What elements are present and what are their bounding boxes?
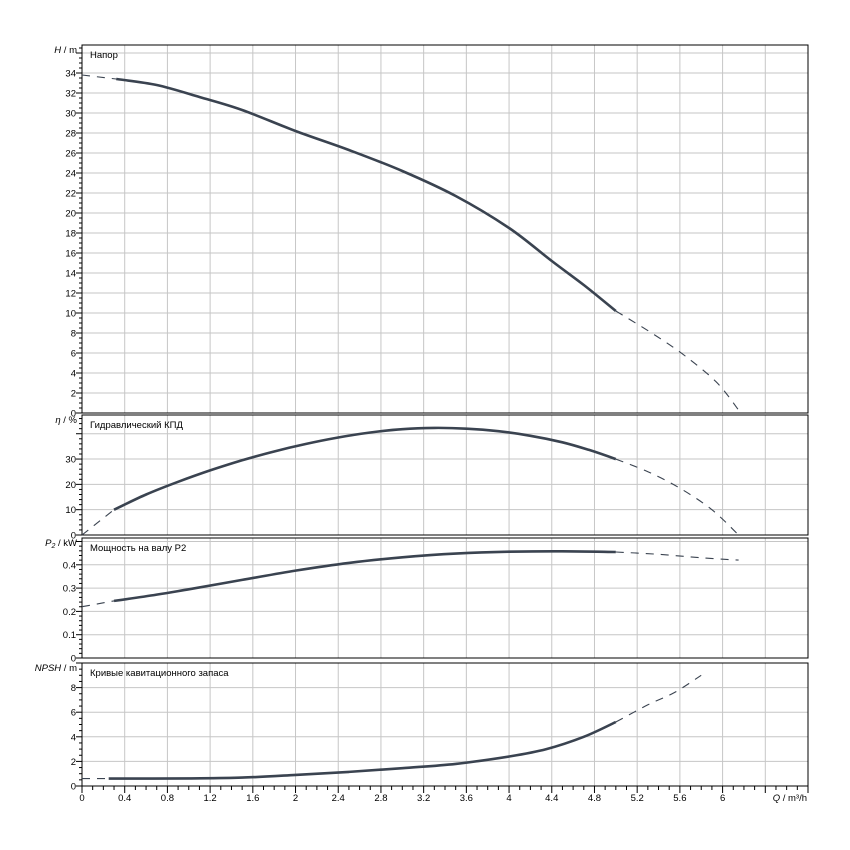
y-tick-label: 18 [65, 229, 76, 240]
y-tick-label: 4 [71, 369, 76, 380]
x-ticks [81, 786, 809, 793]
efficiency-axis-label: η / % [55, 415, 77, 426]
y-tick-label: 0 [71, 654, 76, 665]
y-tick-label: 4 [71, 732, 76, 743]
y-tick-label: 6 [71, 708, 76, 719]
npsh-axis-label: NPSH / m [35, 663, 77, 674]
efficiency-curve-dashed-start [81, 509, 115, 536]
x-tick-label: 0.8 [161, 793, 174, 804]
y-tick-label: 12 [65, 289, 76, 300]
x-tick-label: 2.4 [332, 793, 345, 804]
efficiency-frame [81, 414, 809, 536]
y-tick-label: 32 [65, 89, 76, 100]
power-curve-dashed-start [81, 600, 115, 608]
y-tick-label: 28 [65, 129, 76, 140]
y-tick-label: 6 [71, 349, 76, 360]
x-tick-label: 5.2 [631, 793, 644, 804]
y-tick-label: 30 [65, 455, 76, 466]
head-title: Напор [90, 50, 118, 61]
x-tick-label: 1.2 [204, 793, 217, 804]
y-tick-label: 20 [65, 480, 76, 491]
y-tick-label: 34 [65, 69, 76, 80]
power-y-tick-labels: 0 0.1 0.2 0.3 0.4 [63, 560, 76, 664]
y-tick-label: 0.2 [63, 607, 76, 618]
x-tick-label: 6 [720, 793, 725, 804]
y-tick-label: 0.3 [63, 584, 76, 595]
power-frame [81, 537, 809, 659]
x-tick-label: 4 [506, 793, 511, 804]
npsh-vertical-gridlines [124, 663, 766, 786]
head-y-ticks [76, 47, 82, 414]
x-tick-label: 3.2 [417, 793, 430, 804]
npsh-curve [108, 720, 617, 780]
x-tick-label: 1.6 [246, 793, 259, 804]
head-axis-label: H / m [54, 45, 77, 56]
power-curve [113, 549, 616, 603]
efficiency-vertical-gridlines [124, 415, 766, 535]
y-tick-label: 10 [65, 309, 76, 320]
power-curve-dashed-end [615, 551, 739, 561]
efficiency-curve-dashed-end [615, 458, 739, 536]
x-tick-label: 0 [79, 793, 84, 804]
head-vertical-gridlines [124, 45, 766, 413]
y-tick-label: 14 [65, 269, 76, 280]
y-tick-label: 0.1 [63, 630, 76, 641]
npsh-y-tick-labels: 0 2 4 6 8 [71, 683, 76, 792]
power-title: Мощность на валу P2 [90, 543, 186, 554]
efficiency-title: Гидравлический КПД [90, 420, 183, 431]
head-horizontal-gridlines [82, 52, 808, 394]
npsh-curve-dashed-end [615, 674, 702, 723]
efficiency-y-tick-labels: 0 10 20 30 [65, 455, 76, 542]
power-vertical-gridlines [124, 538, 766, 658]
y-tick-label: 24 [65, 169, 76, 180]
power-panel: 0 0.1 0.2 0.3 0.4 P2 / kW Мощность на валу P2 [45, 537, 809, 665]
y-tick-label: 16 [65, 249, 76, 260]
efficiency-curve [113, 426, 617, 511]
efficiency-y-ticks [76, 418, 82, 536]
head-frame [81, 44, 809, 414]
y-tick-label: 8 [71, 329, 76, 340]
y-tick-label: 0 [71, 782, 76, 793]
x-tick-label: 5.6 [673, 793, 686, 804]
y-tick-label: 10 [65, 505, 76, 516]
y-tick-label: 20 [65, 209, 76, 220]
y-tick-label: 0 [71, 531, 76, 542]
head-curve-dashed-start [81, 74, 117, 80]
y-tick-label: 26 [65, 149, 76, 160]
x-tick-label: 0.4 [118, 793, 131, 804]
head-curve [116, 77, 617, 313]
npsh-frame [81, 662, 809, 787]
y-tick-label: 0 [71, 409, 76, 420]
y-tick-label: 30 [65, 109, 76, 120]
y-tick-label: 0.4 [63, 560, 76, 571]
npsh-panel: 0 2 4 6 8 NPSH / m Кривые кавитационного запас… [35, 662, 809, 793]
npsh-y-ticks [76, 662, 82, 787]
npsh-title: Кривые кавитационного запаса [90, 668, 229, 679]
x-tick-label: 2.8 [374, 793, 387, 804]
y-tick-label: 2 [71, 757, 76, 768]
x-tick-labels: 0 0.4 0.8 1.2 1.6 2 2.4 2.8 3.2 3.6 4 4.4 4.8 5.2 5.6 6 [79, 793, 725, 804]
y-tick-label: 2 [71, 389, 76, 400]
x-tick-label: 2 [293, 793, 298, 804]
x-axis-label: Q / m³/h [773, 793, 807, 804]
x-tick-label: 4.4 [545, 793, 558, 804]
efficiency-panel: 0 10 20 30 η / % Гидравлический КПД [55, 414, 809, 542]
y-tick-label: 22 [65, 189, 76, 200]
npsh-horizontal-gridlines [82, 687, 808, 762]
x-tick-label: 3.6 [460, 793, 473, 804]
x-tick-label: 4.8 [588, 793, 601, 804]
power-axis-label: P2 / kW [45, 538, 77, 550]
head-curve-dashed-end [615, 310, 742, 414]
y-tick-label: 8 [71, 683, 76, 694]
efficiency-horizontal-gridlines [82, 433, 808, 511]
x-axis: 0 0.4 0.8 1.2 1.6 2 2.4 2.8 3.2 3.6 4 4.4 4.8 5.2 5.6 6… [79, 786, 809, 804]
power-y-ticks [76, 540, 82, 659]
